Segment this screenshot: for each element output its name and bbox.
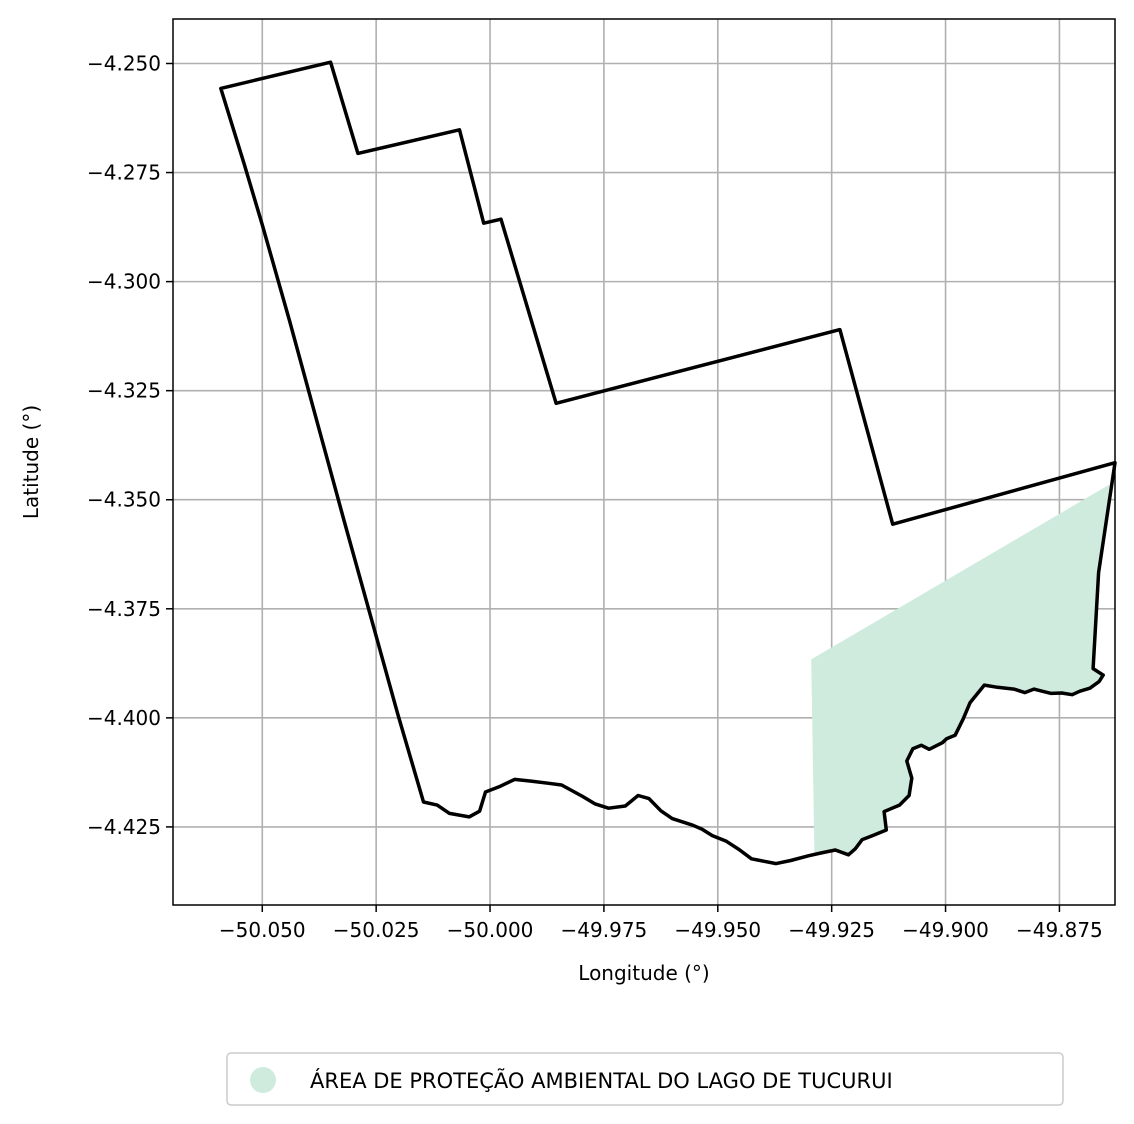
legend-marker-apa-lago-de-tucurui — [250, 1067, 276, 1093]
y-tick-label: −4.300 — [87, 270, 161, 294]
municipality-boundary — [219, 60, 1117, 866]
legend-frame — [226, 1052, 1064, 1106]
x-tick-label: −50.025 — [333, 918, 420, 942]
protected-areas — [811, 484, 1110, 855]
x-tick-label: −50.050 — [219, 918, 306, 942]
legend-label-apa-lago-de-tucurui: ÁREA DE PROTEÇÃO AMBIENTAL DO LAGO DE TU… — [310, 1067, 893, 1093]
x-tick-label: −49.900 — [902, 918, 989, 942]
y-tick-label: −4.375 — [87, 597, 161, 621]
y-axis-label: Latitude (°) — [19, 405, 43, 519]
y-tick-label: −4.325 — [87, 379, 161, 403]
y-tick-label: −4.400 — [87, 706, 161, 730]
x-tick-label: −50.000 — [447, 918, 534, 942]
x-axis-label: Longitude (°) — [578, 961, 709, 985]
x-tick-label: −49.875 — [1016, 918, 1103, 942]
x-tick-label: −49.950 — [674, 918, 761, 942]
y-tick-label: −4.275 — [87, 161, 161, 185]
y-tick-label: −4.350 — [87, 488, 161, 512]
legend: ÁREA DE PROTEÇÃO AMBIENTAL DO LAGO DE TU… — [226, 1052, 1064, 1106]
x-tick-label: −49.925 — [788, 918, 875, 942]
y-tick-label: −4.250 — [87, 51, 161, 75]
y-tick-label: −4.425 — [87, 815, 161, 839]
grid-lines — [173, 19, 1115, 905]
x-tick-label: −49.975 — [561, 918, 648, 942]
boundary-layer — [219, 60, 1117, 866]
axis-ticks: −50.050 −50.025 −50.000 −49.975 −49.950 −49.9… — [87, 51, 1103, 942]
protected-area-polygon — [811, 484, 1110, 855]
plot-frame — [172, 18, 1116, 906]
